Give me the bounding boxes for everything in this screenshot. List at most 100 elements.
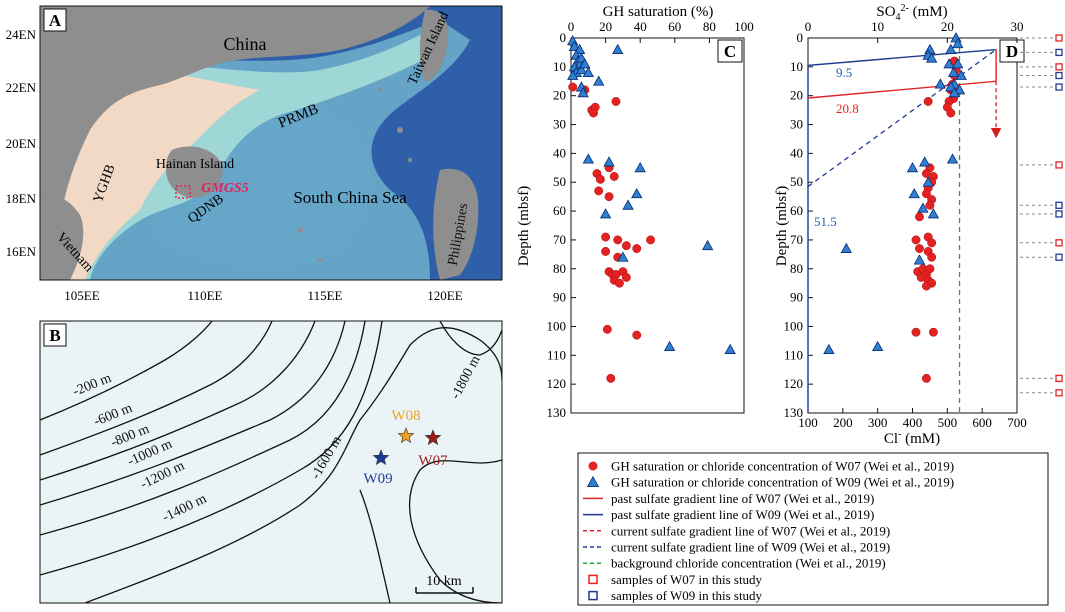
place-label-scs: South China Sea (293, 188, 407, 207)
data-point-w07 (621, 272, 631, 282)
y-tick-label-c: 120 (547, 376, 567, 391)
y-tick-label-d: 60 (790, 203, 803, 218)
legend-label: background chloride concentration (Wei e… (611, 556, 886, 571)
legend-label: samples of W07 in this study (611, 572, 763, 587)
data-point-w09 (919, 156, 931, 167)
reef (408, 158, 412, 162)
data-point-w07 (602, 324, 612, 334)
legend-label: current sulfate gradient line of W09 (We… (611, 540, 890, 555)
data-point-w09 (943, 58, 955, 69)
data-point-w07 (915, 244, 924, 254)
map-panel-a: A China Taiwan Island PRMB Hainan Island… (6, 5, 503, 303)
lat-tick: 22EN (6, 80, 37, 95)
top-tick-label-d: 30 (1011, 19, 1024, 34)
data-point-w09 (575, 63, 588, 75)
x-tick-label-c: 40 (634, 19, 647, 34)
data-point-w07 (604, 192, 614, 202)
data-point-w09 (927, 208, 940, 219)
data-point-w09 (906, 161, 919, 173)
data-point-w09 (634, 161, 646, 173)
data-point-w09 (603, 156, 615, 167)
sample-marker (1055, 71, 1063, 80)
y-axis-title-d: Depth (mbsf) (774, 186, 790, 266)
lon-tick: 120EE (427, 288, 462, 303)
data-point-w09 (871, 340, 884, 352)
data-point-w07 (601, 247, 611, 256)
contour-line (408, 459, 502, 603)
data-point-w09 (568, 40, 581, 52)
bottom-tick-label-d: 400 (903, 415, 923, 430)
longitude-ticks: 105EE 110EE 115EE 120EE (64, 288, 462, 303)
bottom-tick-label-d: 100 (798, 415, 818, 430)
top-tick-label-d: 10 (871, 19, 884, 34)
data-point-w09 (823, 343, 835, 354)
reef (318, 258, 322, 262)
data-point-w09 (622, 199, 634, 210)
lat-tick: 24EN (6, 27, 37, 42)
data-point-w09 (631, 187, 643, 199)
contour-line (359, 489, 391, 603)
data-point-w09 (955, 69, 967, 80)
x-axis-title-c: GH saturation (%) (603, 4, 714, 20)
data-point-w07 (911, 327, 921, 337)
data-point-w07 (601, 232, 611, 242)
data-point-w09 (952, 58, 964, 69)
reef (397, 127, 403, 133)
annotation-9.5: 9.5 (836, 65, 852, 80)
data-point-w07 (589, 108, 598, 118)
data-point-w07 (921, 189, 931, 199)
chart-panel-d: SO42- (mM) Cl- (mM) Depth (mbsf) D 0 10 20… (774, 3, 1063, 447)
plot-area-c (570, 37, 745, 414)
legend-label: past sulfate gradient line of W09 (Wei e… (611, 507, 874, 522)
data-point-w09 (947, 66, 960, 78)
x-tick-label-c: 100 (734, 19, 754, 34)
y-tick-label-d: 130 (784, 405, 804, 420)
top-tick-label-d: 0 (805, 19, 812, 34)
annotation-51.5: 51.5 (814, 214, 837, 229)
data-point-w09 (948, 86, 960, 98)
place-label-china: China (224, 34, 267, 54)
data-point-w09 (945, 43, 957, 54)
philippines-land (433, 168, 479, 280)
data-point-w07 (609, 172, 619, 181)
y-tick-label-d: 70 (790, 232, 803, 247)
bathymetry-frame (39, 320, 503, 604)
y-tick-label-c: 90 (553, 290, 566, 305)
plot-area-d (807, 37, 1018, 414)
contour-line (84, 327, 502, 603)
y-tick-label-d: 80 (790, 261, 803, 276)
sample-marker (1055, 161, 1063, 169)
panel-a-label-box (43, 8, 67, 32)
sample-marker (1055, 201, 1063, 209)
data-point-w07 (595, 174, 605, 184)
data-point-w07 (621, 241, 631, 251)
data-point-w07 (632, 330, 642, 340)
y-tick-label-c: 0 (560, 30, 567, 45)
taiwan-island-land (419, 9, 449, 82)
y-tick-label-c: 30 (553, 117, 566, 132)
data-point-w09 (567, 69, 579, 80)
y-tick-label-c: 20 (553, 88, 566, 103)
scale-bar-label: 10 km (426, 574, 462, 589)
data-point-w09 (612, 43, 624, 54)
bottom-tick-label-d: 700 (1007, 415, 1027, 430)
sample-marker (1055, 83, 1063, 91)
current-sulfate-line-w09 (807, 49, 997, 188)
data-point-w07 (911, 235, 921, 245)
y-tick-label-d: 10 (790, 59, 803, 74)
data-point-w09 (582, 153, 594, 164)
data-point-w09 (579, 58, 591, 69)
data-point-w09 (617, 251, 629, 262)
data-point-w07 (606, 373, 616, 383)
panel-c-label-box (717, 39, 743, 63)
panel-b-label-box (43, 323, 67, 347)
contour-line (40, 321, 316, 481)
past-sulfate-line-w09 (807, 48, 997, 413)
data-point-w07 (923, 97, 933, 106)
mainland-china (40, 6, 430, 280)
y-tick-label-d: 110 (784, 347, 803, 362)
data-point-w09 (913, 254, 926, 265)
lat-tick: 16EN (6, 244, 37, 259)
chart-panel-c: GH saturation (%) Depth (mbsf) C 0 20 40 60… (516, 4, 754, 420)
panel-c-label: C (724, 42, 736, 61)
